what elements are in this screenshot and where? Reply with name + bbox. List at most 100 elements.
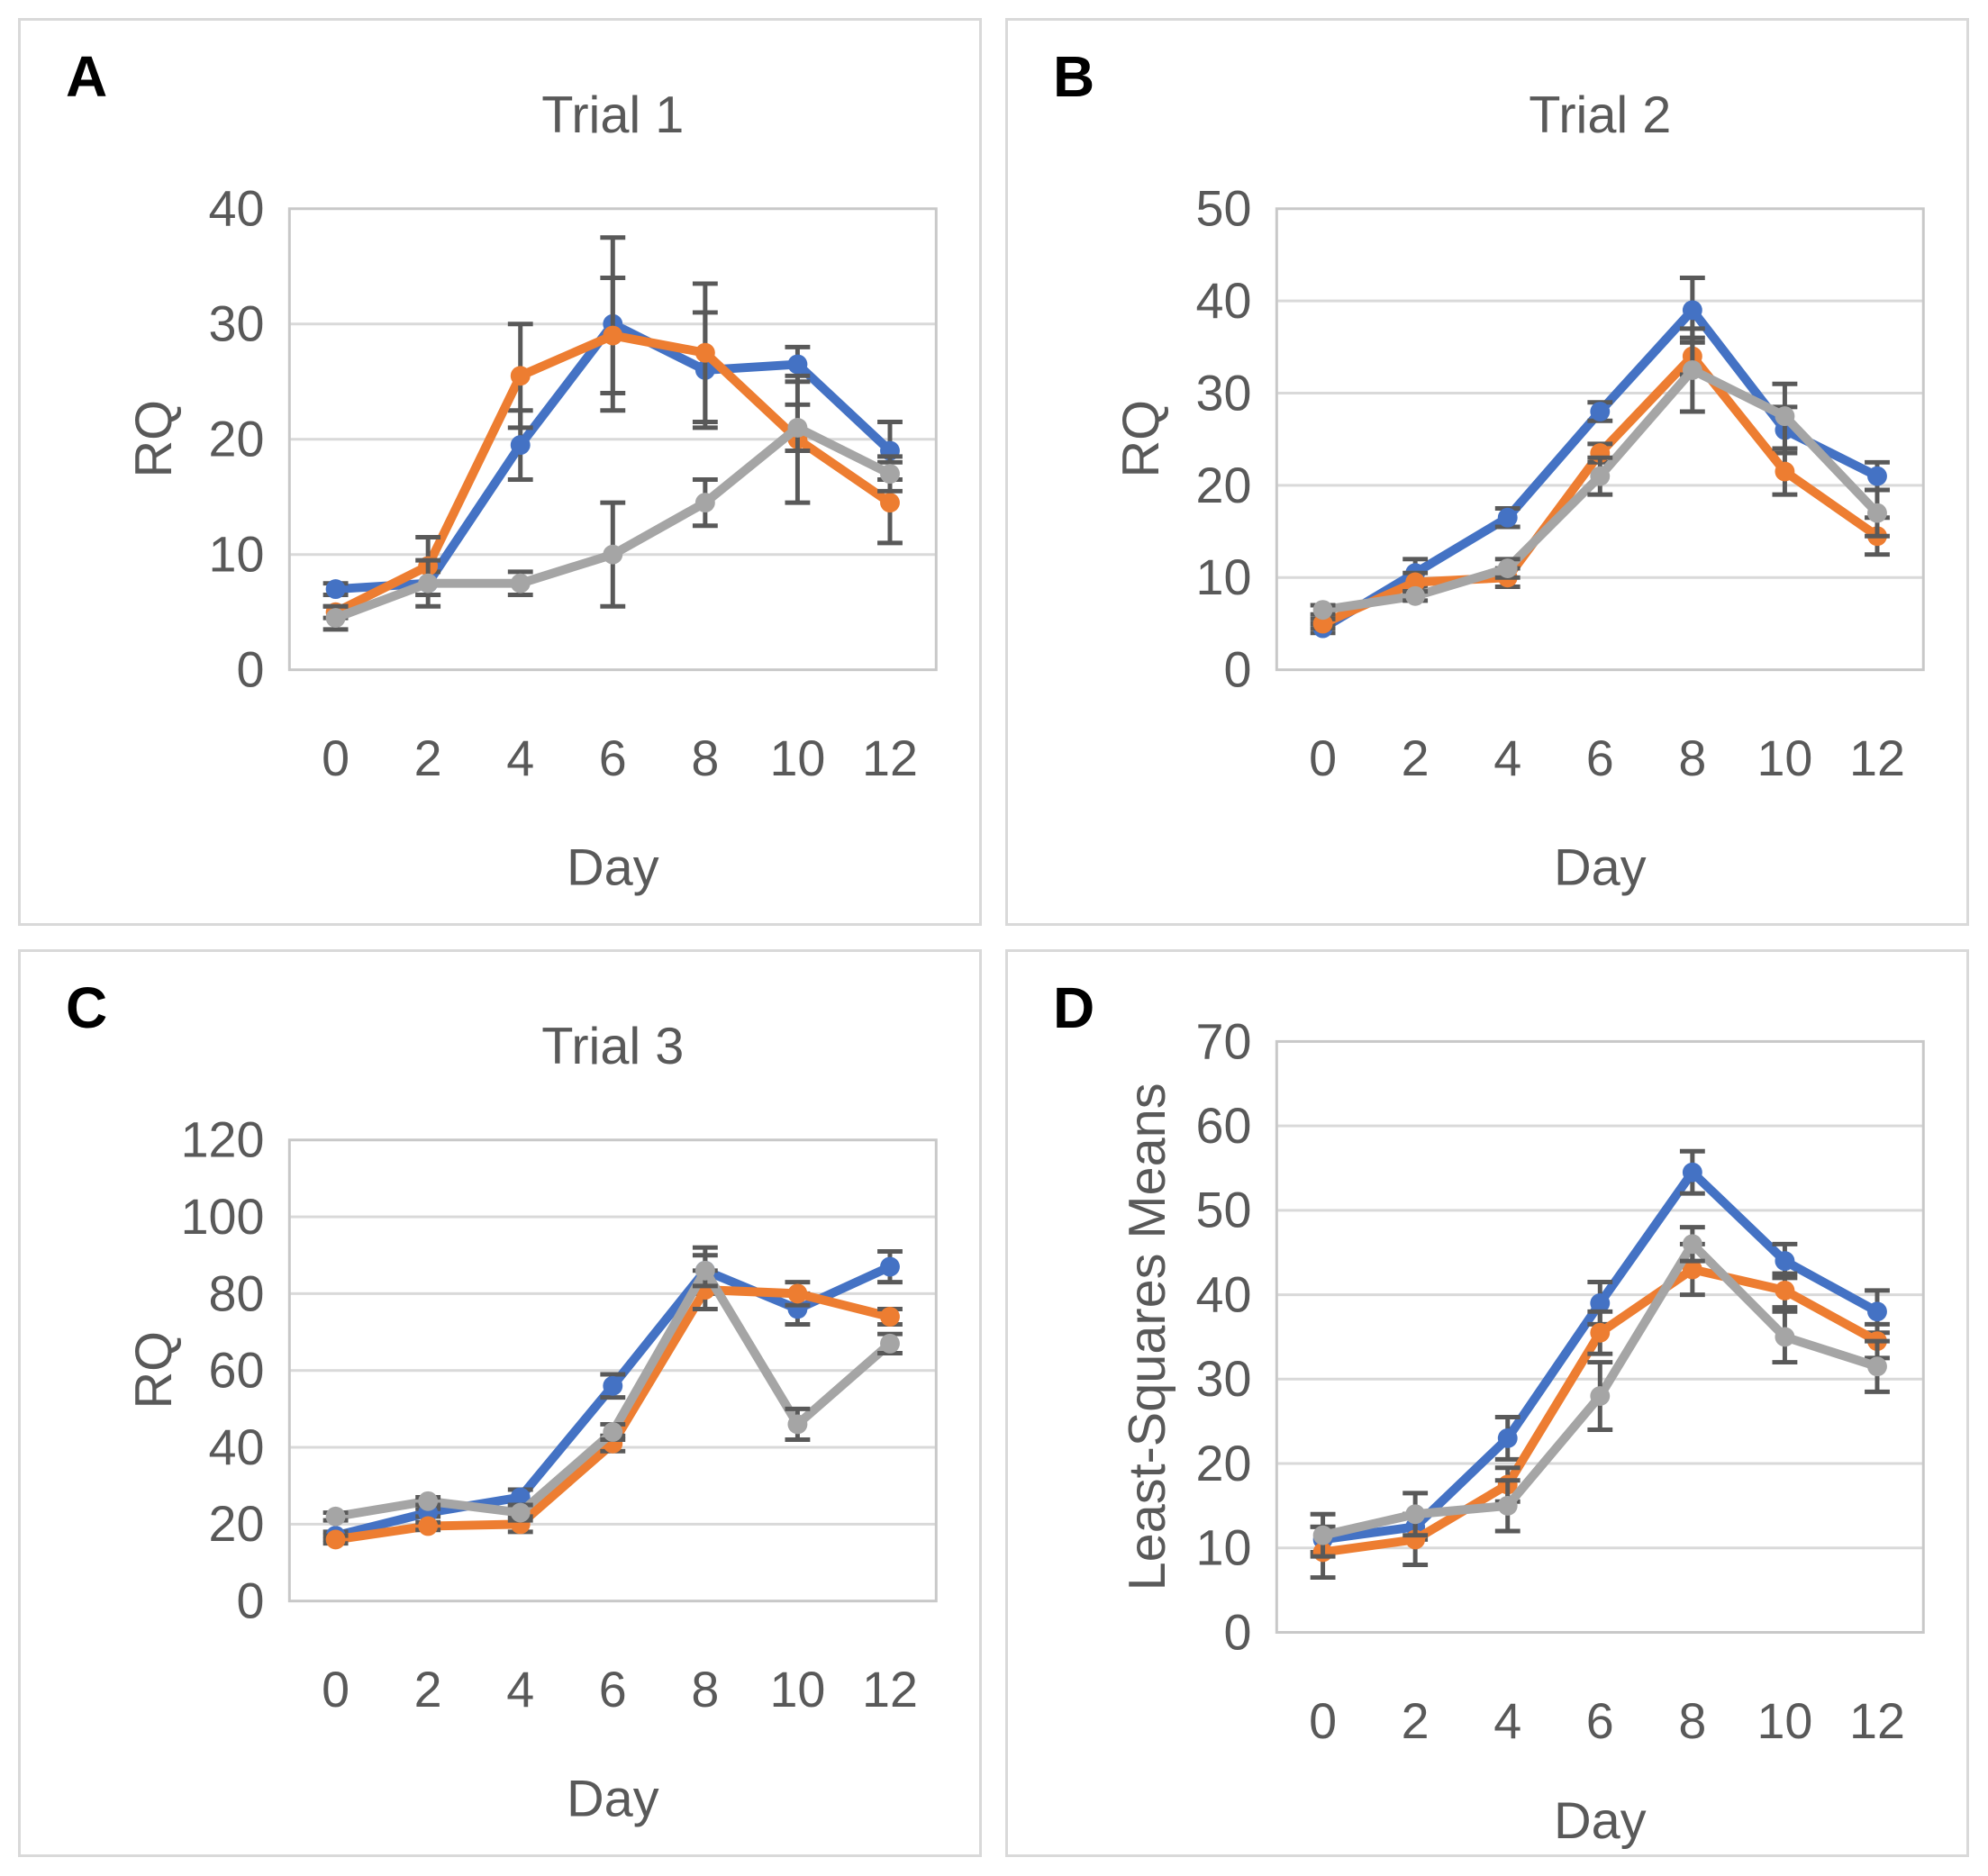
marker-gray bbox=[1312, 1525, 1333, 1545]
x-tick-label: 8 bbox=[1678, 730, 1706, 786]
plot-border bbox=[287, 207, 938, 672]
y-tick-label: 40 bbox=[209, 181, 265, 237]
x-tick-label: 2 bbox=[1402, 730, 1430, 786]
marker-blue bbox=[603, 1375, 623, 1396]
panel-A: A 0 10 20 30 40 0 2 4 6 8 10 12 Trial 1 RQ Day bbox=[18, 18, 982, 926]
chart-title: Trial 3 bbox=[541, 1018, 684, 1075]
x-axis-label: Day bbox=[567, 838, 659, 896]
marker-gray bbox=[1590, 466, 1611, 486]
panel-B: B 0 10 20 30 40 50 0 2 4 6 8 10 12 Trial 2 RQ Day bbox=[1005, 18, 1969, 926]
marker-gray bbox=[325, 1506, 346, 1527]
y-tick-label: 0 bbox=[237, 642, 265, 698]
y-tick-label: 80 bbox=[209, 1265, 265, 1321]
plot-border bbox=[1275, 1039, 1925, 1634]
marker-orange bbox=[880, 493, 900, 513]
x-tick-label: 4 bbox=[506, 730, 534, 786]
marker-blue bbox=[880, 1256, 900, 1277]
marker-orange bbox=[1405, 572, 1426, 593]
marker-orange bbox=[787, 1283, 808, 1304]
panel-C: C 0 20 40 60 80 100 120 0 2 4 6 8 10 12 Trial 3 RQ Da… bbox=[18, 949, 982, 1857]
x-tick-label: 10 bbox=[1757, 1693, 1812, 1749]
x-tick-label: 2 bbox=[1402, 1693, 1430, 1749]
marker-blue bbox=[1867, 1301, 1887, 1322]
x-tick-label: 4 bbox=[506, 1662, 534, 1717]
x-tick-label: 8 bbox=[691, 1662, 719, 1717]
marker-gray bbox=[880, 464, 900, 485]
y-tick-label: 50 bbox=[1196, 181, 1252, 237]
marker-gray bbox=[603, 544, 623, 565]
y-tick-label: 30 bbox=[209, 296, 265, 352]
marker-blue bbox=[1867, 466, 1887, 486]
y-tick-label: 10 bbox=[209, 527, 265, 583]
x-tick-label: 6 bbox=[599, 1662, 627, 1717]
y-tick-label: 20 bbox=[209, 1496, 265, 1552]
marker-orange bbox=[603, 325, 623, 346]
marker-gray bbox=[1682, 359, 1702, 380]
x-tick-label: 6 bbox=[599, 730, 627, 786]
marker-orange bbox=[694, 342, 715, 363]
marker-orange bbox=[510, 366, 531, 386]
marker-gray bbox=[1405, 1504, 1426, 1525]
plot-area: 0 10 20 30 40 0 2 4 6 8 10 12 bbox=[209, 181, 938, 786]
y-tick-label: 60 bbox=[209, 1343, 265, 1399]
x-tick-label: 0 bbox=[322, 730, 349, 786]
y-axis-label: Least-Squares Means bbox=[1119, 1083, 1176, 1591]
marker-blue bbox=[787, 354, 808, 375]
x-tick-label: 10 bbox=[769, 1662, 825, 1717]
y-tick-label: 120 bbox=[181, 1112, 265, 1168]
x-tick-label: 6 bbox=[1586, 1693, 1614, 1749]
x-tick-label: 10 bbox=[769, 730, 825, 786]
marker-gray bbox=[510, 573, 531, 594]
y-tick-label: 20 bbox=[1196, 1436, 1252, 1491]
x-tick-label: 12 bbox=[862, 730, 918, 786]
plot-border bbox=[287, 1138, 938, 1603]
x-axis-label: Day bbox=[1554, 838, 1647, 896]
x-tick-label: 12 bbox=[1849, 730, 1905, 786]
marker-orange bbox=[325, 1529, 346, 1550]
x-tick-label: 8 bbox=[691, 730, 719, 786]
x-tick-label: 0 bbox=[1309, 730, 1337, 786]
marker-blue bbox=[1590, 402, 1611, 421]
y-tick-label: 70 bbox=[1196, 1013, 1252, 1069]
plot-area: 0 10 20 30 40 50 0 2 4 6 8 10 12 bbox=[1196, 181, 1925, 786]
marker-gray bbox=[1405, 585, 1426, 606]
y-tick-label: 60 bbox=[1196, 1098, 1252, 1154]
x-tick-label: 12 bbox=[1849, 1693, 1905, 1749]
marker-gray bbox=[1497, 558, 1518, 578]
y-tick-label: 40 bbox=[1196, 1266, 1252, 1322]
marker-blue bbox=[1682, 300, 1702, 321]
y-tick-label: 20 bbox=[209, 412, 265, 467]
marker-blue bbox=[1590, 1293, 1611, 1313]
plot-border bbox=[1275, 207, 1925, 672]
marker-blue bbox=[510, 435, 531, 456]
marker-gray bbox=[1867, 503, 1887, 523]
marker-gray bbox=[1682, 1234, 1702, 1255]
panel-D: D 0 10 20 30 40 50 60 70 0 2 4 6 8 10 12 Least-Squares… bbox=[1005, 949, 1969, 1857]
x-tick-label: 12 bbox=[862, 1662, 918, 1717]
chart-least-squares-means: 0 10 20 30 40 50 60 70 0 2 4 6 8 10 12 Least-Squares M… bbox=[1119, 1013, 1925, 1850]
y-tick-label: 30 bbox=[1196, 365, 1252, 421]
marker-gray bbox=[694, 1260, 715, 1281]
marker-orange bbox=[880, 1307, 900, 1327]
marker-blue bbox=[1497, 507, 1518, 528]
marker-gray bbox=[1867, 1356, 1887, 1377]
marker-gray bbox=[880, 1333, 900, 1354]
y-tick-label: 40 bbox=[209, 1419, 265, 1475]
x-tick-label: 0 bbox=[1309, 1693, 1337, 1749]
y-axis-label: RQ bbox=[125, 400, 183, 477]
plot-area: 0 20 40 60 80 100 120 0 2 4 6 8 10 12 bbox=[181, 1112, 938, 1717]
marker-blue bbox=[1682, 1162, 1702, 1183]
x-tick-label: 4 bbox=[1493, 730, 1521, 786]
marker-orange bbox=[1775, 461, 1795, 482]
x-tick-label: 6 bbox=[1586, 730, 1614, 786]
y-tick-label: 0 bbox=[237, 1573, 265, 1629]
x-tick-label: 10 bbox=[1757, 730, 1812, 786]
y-tick-label: 0 bbox=[1224, 1604, 1252, 1660]
marker-gray bbox=[1775, 1327, 1795, 1347]
marker-gray bbox=[787, 1414, 808, 1435]
marker-gray bbox=[1312, 600, 1333, 621]
marker-blue bbox=[325, 579, 346, 600]
chart-title: Trial 1 bbox=[541, 86, 684, 144]
panel-letter-B: B bbox=[1053, 44, 1095, 109]
marker-gray bbox=[1590, 1386, 1611, 1406]
